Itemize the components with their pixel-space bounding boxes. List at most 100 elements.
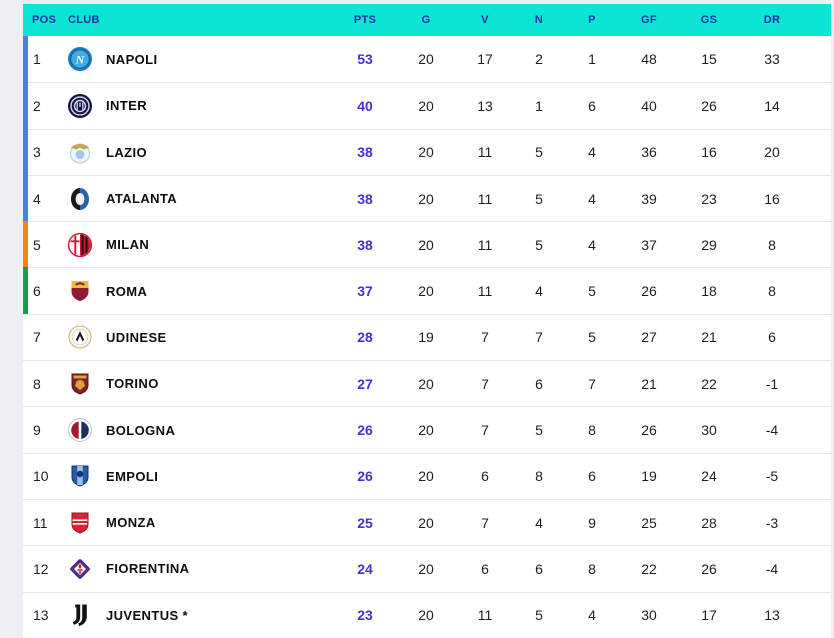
club-cell[interactable]: ATALANTA (61, 186, 335, 212)
games-played-value: 20 (418, 514, 434, 531)
club-name: LAZIO (106, 144, 147, 160)
wins-value: 11 (477, 607, 493, 624)
position-value: 11 (33, 514, 48, 531)
games-played-value: 20 (418, 190, 434, 207)
goal-difference-value: -4 (765, 560, 779, 577)
losses-value: 6 (588, 468, 596, 485)
draws-value: 6 (535, 560, 543, 577)
goals-against-value: 16 (701, 144, 717, 161)
table-row-juventus[interactable]: 13 JUVENTUS * 23 20 11 5 4 30 17 13 (23, 591, 831, 638)
table-row-monza[interactable]: 11 MONZA 25 20 7 4 9 25 28 -3 (23, 498, 831, 546)
draws-value: 7 (535, 329, 543, 346)
points-value: 53 (357, 51, 373, 68)
table-row-empoli[interactable]: 10 EMPOLI 26 20 6 8 6 19 24 -5 (23, 452, 831, 499)
table-row-inter[interactable]: 2 INTER 40 20 13 1 6 40 26 14 (23, 82, 831, 129)
goals-for-value: 19 (641, 468, 657, 485)
draws-value: 5 (535, 190, 543, 207)
club-cell[interactable]: BOLOGNA (61, 417, 335, 443)
table-row-bologna[interactable]: 9 BOLOGNA 26 20 7 5 8 26 30 -4 (23, 406, 831, 453)
svg-text:N: N (75, 53, 86, 67)
table-row-roma[interactable]: 6 ROMA 37 20 11 4 5 26 18 8 (23, 267, 831, 314)
points-value: 26 (357, 422, 373, 439)
club-cell[interactable]: TORINO (61, 371, 335, 397)
qualification-accent-bar (23, 174, 28, 222)
goal-difference-value: 20 (764, 144, 780, 161)
points-value: 37 (357, 283, 373, 300)
games-played-value: 19 (418, 329, 434, 346)
table-row-torino[interactable]: 8 TORINO 27 20 7 6 7 21 22 -1 (23, 360, 831, 407)
points-value: 40 (357, 97, 373, 114)
goals-for-value: 21 (641, 375, 657, 392)
losses-value: 1 (588, 51, 596, 68)
club-cell[interactable]: FIORENTINA (61, 556, 335, 582)
games-played-value: 20 (418, 375, 434, 392)
position-value: 4 (33, 190, 41, 207)
draws-value: 4 (535, 514, 543, 531)
header-p: P (588, 14, 596, 26)
table-row-lazio[interactable]: 3 LAZIO 38 20 11 5 4 36 16 20 (23, 128, 831, 175)
table-row-udinese[interactable]: 7 UDINESE 28 19 7 7 5 27 21 6 (23, 313, 831, 361)
club-name: BOLOGNA (106, 422, 176, 438)
club-cell[interactable]: JUVENTUS * (61, 602, 335, 628)
club-name: ATALANTA (106, 191, 178, 207)
points-value: 28 (357, 329, 373, 346)
losses-value: 9 (588, 514, 596, 531)
losses-value: 7 (588, 375, 596, 392)
table-row-atalanta[interactable]: 4 ATALANTA 38 20 11 5 4 39 23 16 (23, 174, 831, 222)
club-name: UDINESE (106, 329, 167, 345)
points-value: 27 (357, 375, 373, 392)
goal-difference-value: 33 (764, 51, 780, 68)
goal-difference-value: 16 (764, 190, 780, 207)
goals-for-value: 27 (641, 329, 657, 346)
bologna-logo (67, 417, 93, 443)
club-cell[interactable]: LAZIO (61, 139, 335, 165)
club-cell[interactable]: N NAPOLI (61, 46, 335, 72)
qualification-accent-bar (23, 221, 28, 268)
torino-logo (67, 371, 93, 397)
position-value: 3 (33, 144, 41, 161)
club-name: MILAN (106, 237, 150, 253)
roma-logo (67, 278, 93, 304)
monza-logo (67, 510, 93, 536)
goals-for-value: 25 (641, 514, 657, 531)
goal-difference-value: -5 (765, 468, 779, 485)
empoli-logo (67, 463, 93, 489)
club-cell[interactable]: UDINESE (61, 324, 335, 350)
header-club: CLUB (68, 14, 100, 26)
club-name: NAPOLI (106, 51, 158, 67)
position-value: 9 (33, 422, 41, 439)
games-played-value: 20 (418, 422, 434, 439)
points-value: 38 (357, 144, 373, 161)
table-row-napoli[interactable]: 1 N NAPOLI 53 20 17 2 1 48 15 33 (23, 36, 831, 83)
club-cell[interactable]: ROMA (61, 278, 335, 304)
points-value: 25 (357, 514, 373, 531)
position-value: 2 (33, 97, 41, 114)
goals-for-value: 39 (641, 190, 657, 207)
table-row-milan[interactable]: 5 MILAN 38 20 11 5 4 37 29 8 (23, 221, 831, 268)
position-value: 13 (33, 607, 49, 624)
napoli-logo: N (67, 46, 93, 72)
losses-value: 6 (588, 97, 596, 114)
club-cell[interactable]: INTER (61, 93, 335, 119)
goal-difference-value: -3 (765, 514, 779, 531)
club-name: FIORENTINA (106, 561, 190, 577)
header-g: G (421, 14, 431, 26)
club-cell[interactable]: MONZA (61, 510, 335, 536)
header-pts: PTS (353, 14, 377, 26)
club-cell[interactable]: EMPOLI (61, 463, 335, 489)
table-body: 1 N NAPOLI 53 20 17 2 1 48 15 33 2 INTER… (23, 36, 831, 638)
draws-value: 4 (535, 283, 543, 300)
wins-value: 6 (481, 560, 489, 577)
goals-for-value: 26 (641, 283, 657, 300)
club-name: EMPOLI (106, 468, 159, 484)
club-name: ROMA (106, 283, 148, 299)
goals-for-value: 26 (641, 422, 657, 439)
losses-value: 5 (588, 283, 596, 300)
qualification-accent-bar (23, 128, 28, 175)
draws-value: 5 (535, 422, 543, 439)
goals-for-value: 30 (641, 607, 657, 624)
wins-value: 6 (481, 468, 489, 485)
club-cell[interactable]: MILAN (61, 232, 335, 258)
table-row-fiorentina[interactable]: 12 FIORENTINA 24 20 6 6 8 22 26 -4 (23, 545, 831, 592)
draws-value: 6 (535, 375, 543, 392)
